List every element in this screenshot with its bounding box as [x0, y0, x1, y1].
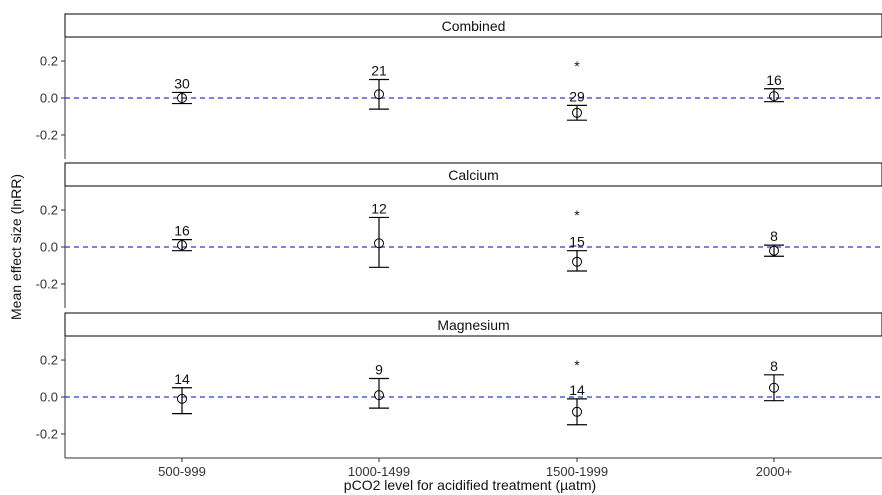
panel-title: Combined [442, 18, 506, 34]
y-tick-label: 0.0 [40, 390, 58, 405]
significance-marker: * [574, 58, 580, 74]
significance-marker: * [574, 357, 580, 373]
mean-point [769, 382, 779, 393]
mean-point [374, 390, 384, 401]
mean-point [572, 256, 582, 267]
sample-size-label: 8 [770, 358, 778, 374]
sample-size-label: 30 [174, 75, 190, 91]
mean-point [177, 393, 187, 404]
panel-strip [64, 162, 882, 187]
x-axis: 500-999 1000-1499 1500-1999 2000+ [65, 457, 882, 479]
x-axis-title: pCO2 level for acidified treatment (µatm… [344, 477, 596, 493]
panel-title: Calcium [448, 167, 499, 183]
mean-point [374, 89, 384, 100]
mean-point [769, 91, 779, 102]
y-tick-label: 0.2 [40, 203, 58, 218]
panel-strip [64, 13, 882, 38]
x-tick-label: 1000-1499 [348, 464, 410, 479]
y-tick-label: 0.2 [40, 54, 58, 69]
sample-size-label: 21 [371, 63, 387, 79]
y-tick-label: -0.2 [36, 127, 58, 142]
mean-point [572, 406, 582, 417]
sample-size-label: 14 [174, 371, 190, 387]
panel-0: Combined -0.2 0.0 0.2 30 21 29 * 16 [36, 13, 882, 159]
x-tick-label: 1500-1999 [546, 464, 608, 479]
y-tick-label: -0.2 [36, 276, 58, 291]
mean-point [177, 240, 187, 251]
panel-2: Magnesium -0.2 0.0 0.2 14 9 14 * 8 [36, 312, 882, 458]
sample-size-label: 8 [770, 228, 778, 244]
y-tick-label: 0.2 [40, 353, 58, 368]
mean-point [572, 107, 582, 118]
sample-size-label: 15 [569, 234, 585, 250]
mean-point [769, 245, 779, 256]
significance-marker: * [574, 207, 580, 223]
sample-size-label: 12 [371, 200, 387, 216]
y-tick-label: -0.2 [36, 426, 58, 441]
mean-point [374, 238, 384, 249]
sample-size-label: 9 [375, 362, 383, 378]
sample-size-label: 16 [766, 72, 782, 88]
mean-point [177, 93, 187, 103]
sample-size-label: 29 [569, 88, 585, 104]
x-tick-label: 500-999 [158, 464, 206, 479]
y-axis-title: Mean effect size (lnRR) [8, 174, 24, 320]
panel-strip [64, 312, 882, 337]
y-tick-label: 0.0 [40, 91, 58, 106]
panel-title: Magnesium [437, 317, 509, 333]
panel-1: Calcium -0.2 0.0 0.2 16 12 15 * 8 [36, 162, 882, 308]
x-tick-label: 2000+ [756, 464, 793, 479]
sample-size-label: 14 [569, 382, 585, 398]
panels-group: Combined -0.2 0.0 0.2 30 21 29 * 16 Calcium -0.2 0.… [36, 13, 882, 458]
y-tick-label: 0.0 [40, 240, 58, 255]
sample-size-label: 16 [174, 223, 190, 239]
